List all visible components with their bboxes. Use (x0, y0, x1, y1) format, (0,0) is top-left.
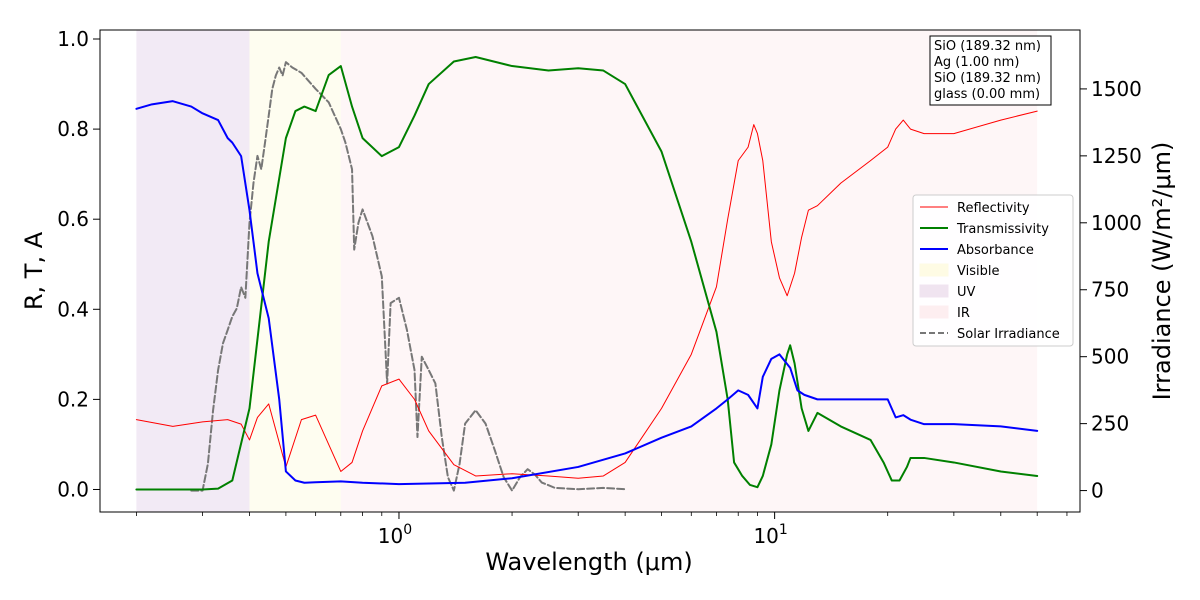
y2-tick-label: 1500 (1091, 77, 1142, 101)
legend-label: IR (957, 306, 970, 321)
y-axis-right: 0 250 500 750 1000 1250 1500 (1080, 77, 1142, 503)
y2-tick-label: 1000 (1091, 211, 1142, 235)
x-axis-label: Wavelength (μm) (485, 548, 692, 576)
legend-label: UV (957, 285, 976, 300)
y-tick-label: 1.0 (57, 27, 89, 51)
y-tick-label: 0.0 (57, 477, 89, 501)
series-absorbance (135, 100, 1039, 486)
y-axis-label: R, T, A (20, 231, 48, 310)
legend-label: Visible (957, 264, 999, 279)
y-tick-label: 0.6 (57, 207, 89, 231)
y-tick-label: 0.2 (57, 387, 89, 411)
y-tick-label: 0.4 (57, 297, 89, 321)
y2-tick-label: 0 (1091, 479, 1104, 503)
legend-box (912, 194, 1074, 347)
stack-annotation: SiO (189.32 nm) Ag (1.00 nm) SiO (189.32… (929, 35, 1052, 106)
legend-swatch (919, 284, 949, 298)
legend-label: Reflectivity (957, 201, 1030, 216)
y2-tick-label: 750 (1091, 278, 1129, 302)
legend-label: Solar Irradiance (957, 327, 1060, 342)
y-tick-label: 0.8 (57, 117, 89, 141)
legend: Reflectivity Transmissivity Absorbance Visi… (912, 194, 1074, 347)
stack-annotation-box (929, 35, 1052, 106)
legend-item-absorbance: Absorbance (920, 243, 1034, 258)
series-transmissivity (135, 56, 1039, 491)
plot-frame (99, 29, 1081, 513)
legend-item-ir: IR (919, 305, 970, 321)
region-bands (136, 30, 1038, 512)
region-uv (136, 30, 250, 512)
legend-item-uv: UV (919, 284, 976, 300)
series-reflectivity (135, 110, 1038, 479)
legend-swatch (919, 305, 949, 319)
y2-tick-label: 1250 (1091, 144, 1142, 168)
y-axis-left: 0.0 0.2 0.4 0.6 0.8 1.0 (57, 27, 100, 501)
x-axis: 100 101 (136, 512, 1068, 548)
y2-axis-label: Irradiance (W/m²/μm) (1148, 142, 1176, 401)
stack-layer-2: Ag (1.00 nm) (934, 55, 1019, 70)
legend-swatch (919, 263, 949, 277)
legend-item-reflectivity: Reflectivity (920, 201, 1030, 216)
x-tick-exponent: 0 (403, 522, 412, 538)
series-layer (135, 56, 1039, 492)
x-tick-exponent: 1 (779, 522, 788, 538)
stack-layer-1: SiO (189.32 nm) (934, 39, 1041, 54)
y2-tick-label: 500 (1091, 345, 1129, 369)
legend-item-transmissivity: Transmissivity (920, 222, 1049, 237)
legend-item-visible: Visible (919, 263, 999, 279)
y2-tick-label: 250 (1091, 412, 1129, 436)
legend-item-solar-irradiance: Solar Irradiance (920, 327, 1060, 342)
stack-layer-4: glass (0.00 mm) (934, 87, 1040, 102)
series-solar-irradiance (190, 61, 627, 492)
stack-layer-3: SiO (189.32 nm) (934, 71, 1041, 86)
x-tick-label: 101 (753, 522, 787, 548)
legend-label: Transmissivity (956, 222, 1049, 237)
legend-label: Absorbance (957, 243, 1034, 258)
